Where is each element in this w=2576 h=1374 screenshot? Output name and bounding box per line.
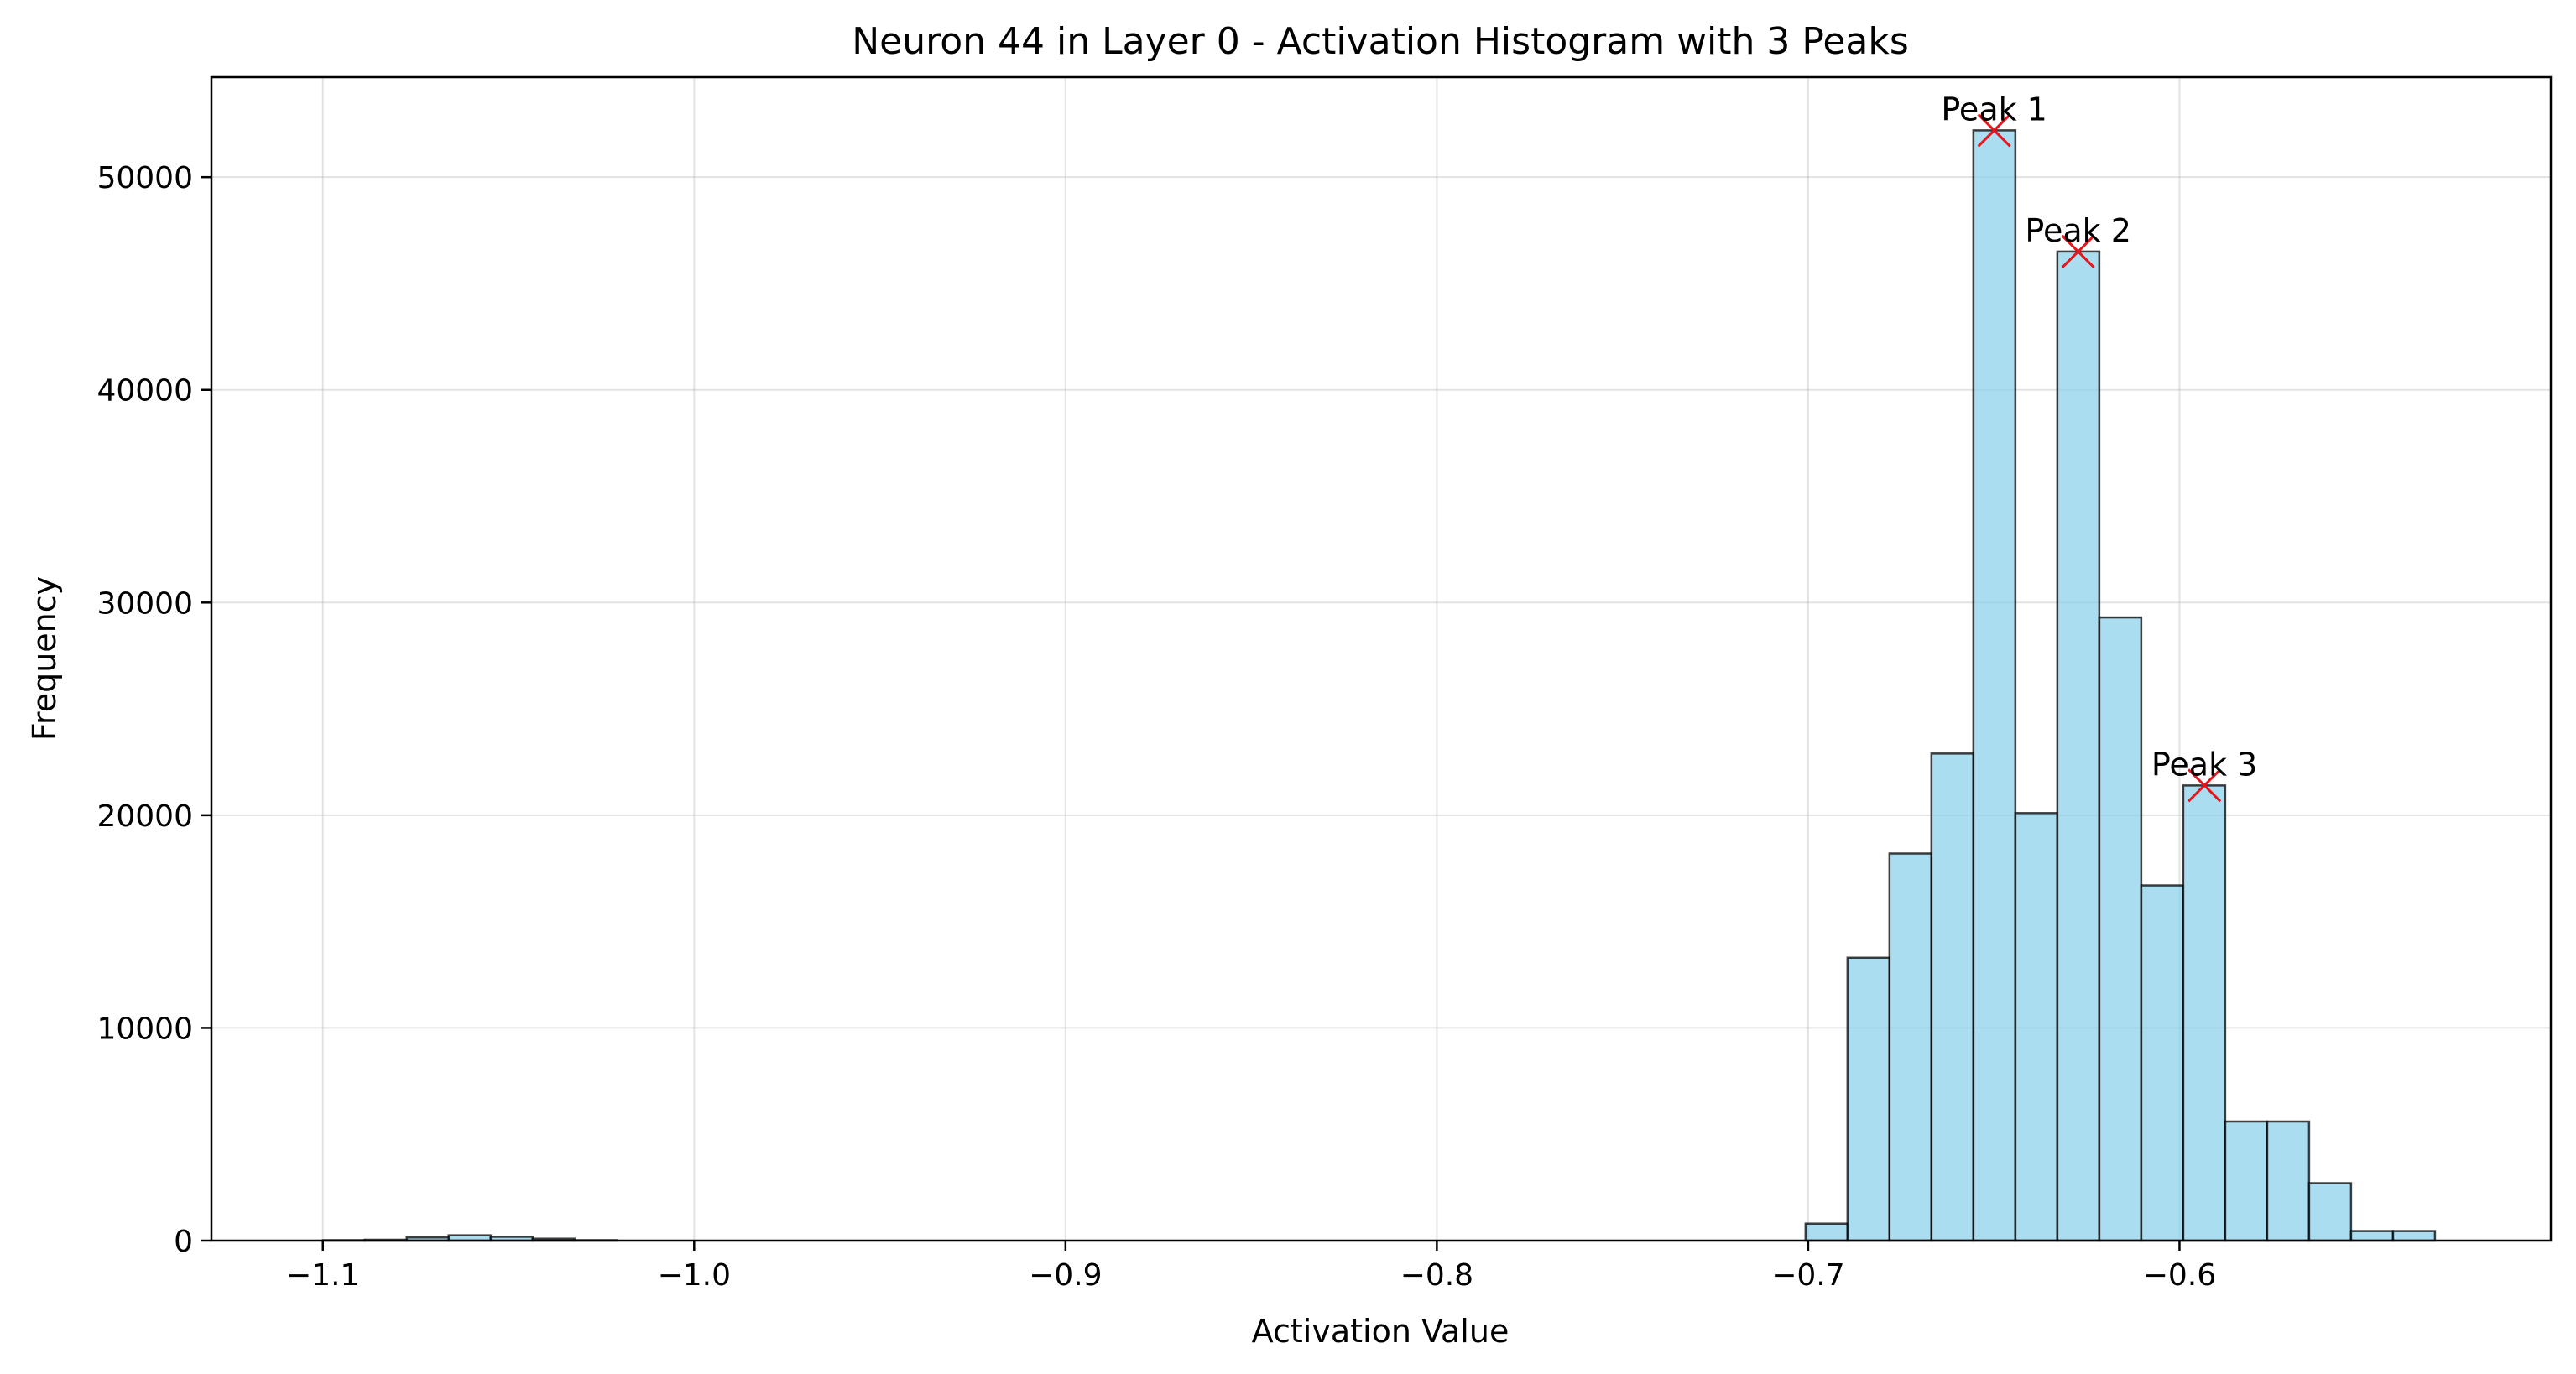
x-tick-label: −0.6 — [2143, 1258, 2216, 1293]
peak-marker-2 — [2061, 234, 2095, 268]
histogram-bar — [1804, 1222, 1849, 1242]
histogram-bar — [1846, 956, 1891, 1242]
histogram-bar — [2349, 1230, 2395, 1242]
y-axis-label: Frequency — [26, 576, 63, 741]
x-axis-label: Activation Value — [1252, 1313, 1510, 1350]
y-tick-label: 10000 — [96, 1012, 193, 1046]
histogram-bar — [2014, 812, 2059, 1242]
x-tick-label: −1.0 — [658, 1258, 731, 1293]
peak-marker-1 — [1977, 113, 2011, 148]
chart-title: Neuron 44 in Layer 0 - Activation Histog… — [852, 20, 1909, 63]
histogram-bar — [2182, 784, 2227, 1242]
peak-x-stroke — [1977, 113, 2011, 148]
peak-x-stroke — [2061, 234, 2095, 268]
histogram-bar — [2224, 1120, 2269, 1242]
histogram-bar — [1930, 752, 1975, 1242]
peak-label-2: Peak 2 — [2025, 212, 2131, 249]
y-tick-label: 0 — [174, 1225, 193, 1259]
y-tick-label: 20000 — [96, 799, 193, 834]
histogram-bar — [2266, 1120, 2311, 1242]
y-tick-label: 40000 — [96, 374, 193, 409]
x-tick-label: −0.9 — [1029, 1258, 1102, 1293]
histogram-bar — [2098, 616, 2143, 1242]
x-tick-label: −0.8 — [1400, 1258, 1473, 1293]
peak-label-1: Peak 1 — [1941, 91, 2047, 128]
y-axis-ticks: 0 10000 20000 30000 40000 50000 — [96, 161, 211, 1259]
x-tick-label: −1.1 — [286, 1258, 359, 1293]
peak-label-3: Peak 3 — [2151, 746, 2258, 783]
peak-markers: Peak 1 Peak 2 Peak 3 — [1941, 91, 2258, 803]
histogram-bar — [1972, 129, 2017, 1242]
y-tick-label: 30000 — [96, 586, 193, 621]
x-tick-label: −0.7 — [1771, 1258, 1844, 1293]
peak-marker-3 — [2188, 768, 2222, 803]
histogram-bar — [2307, 1182, 2353, 1242]
histogram-bar — [2056, 250, 2101, 1242]
peak-x-stroke — [2188, 768, 2222, 803]
histogram-bar — [1888, 852, 1933, 1242]
y-tick-label: 50000 — [96, 161, 193, 195]
histogram-bar — [2140, 884, 2185, 1242]
x-axis-ticks: −1.1 −1.0 −0.9 −0.8 −0.7 −0.6 — [286, 1241, 2216, 1293]
plot-frame — [210, 75, 2553, 1242]
histogram-bar — [2391, 1230, 2437, 1242]
